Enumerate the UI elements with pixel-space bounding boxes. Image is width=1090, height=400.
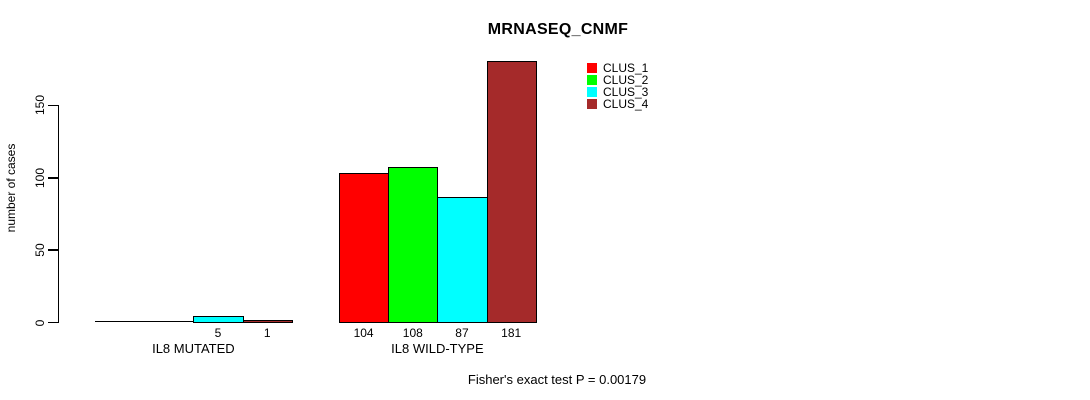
legend-row: CLUS_3 xyxy=(587,85,649,99)
x-group-label: IL8 WILD-TYPE xyxy=(391,341,484,356)
bar-clus_3 xyxy=(193,315,244,323)
bar-clus_2-zero xyxy=(144,321,195,323)
legend-row: CLUS_1 xyxy=(587,61,649,75)
bar-clus_1-zero xyxy=(95,321,146,323)
bar-clus_2 xyxy=(388,166,439,323)
chart-title: MRNASEQ_CNMF xyxy=(487,21,629,38)
y-axis-tick xyxy=(47,321,58,324)
bar-clus_4 xyxy=(486,60,537,323)
bar-value-label: 1 xyxy=(263,326,271,340)
bar-value-label: 181 xyxy=(501,326,522,340)
legend-label: CLUS_1 xyxy=(603,61,649,75)
bar-clus_4 xyxy=(242,319,293,323)
legend-swatch-clus_1 xyxy=(587,63,597,73)
legend-row: CLUS_2 xyxy=(587,73,649,87)
legend-label: CLUS_2 xyxy=(603,73,649,87)
y-axis-tick xyxy=(47,249,58,251)
legend-label: CLUS_3 xyxy=(603,85,649,99)
y-axis-line xyxy=(57,105,59,324)
bar-value-label: 5 xyxy=(214,326,222,340)
bar-value-label: 104 xyxy=(353,326,374,340)
footnote: Fisher's exact test P = 0.00179 xyxy=(467,372,647,387)
y-axis-tick-label: 0 xyxy=(33,319,47,326)
bar-value-label: 108 xyxy=(402,326,423,340)
y-axis-tick-label: 50 xyxy=(33,243,47,257)
bar-value-label: 87 xyxy=(455,326,469,340)
legend: CLUS_1 CLUS_2 CLUS_3 CLUS_4 xyxy=(587,61,649,111)
y-axis-tick-label: 150 xyxy=(33,95,47,116)
bar-clus_3 xyxy=(437,196,488,323)
legend-label: CLUS_4 xyxy=(603,97,649,111)
legend-row: CLUS_4 xyxy=(587,97,649,111)
y-axis-tick xyxy=(47,177,58,179)
bar-clus_1 xyxy=(339,172,390,323)
y-axis-tick xyxy=(47,104,58,107)
legend-swatch-clus_4 xyxy=(587,99,597,109)
legend-swatch-clus_3 xyxy=(587,87,597,97)
x-group-label: IL8 MUTATED xyxy=(152,341,235,356)
legend-swatch-clus_2 xyxy=(587,75,597,85)
y-axis-tick-label: 100 xyxy=(33,167,47,188)
